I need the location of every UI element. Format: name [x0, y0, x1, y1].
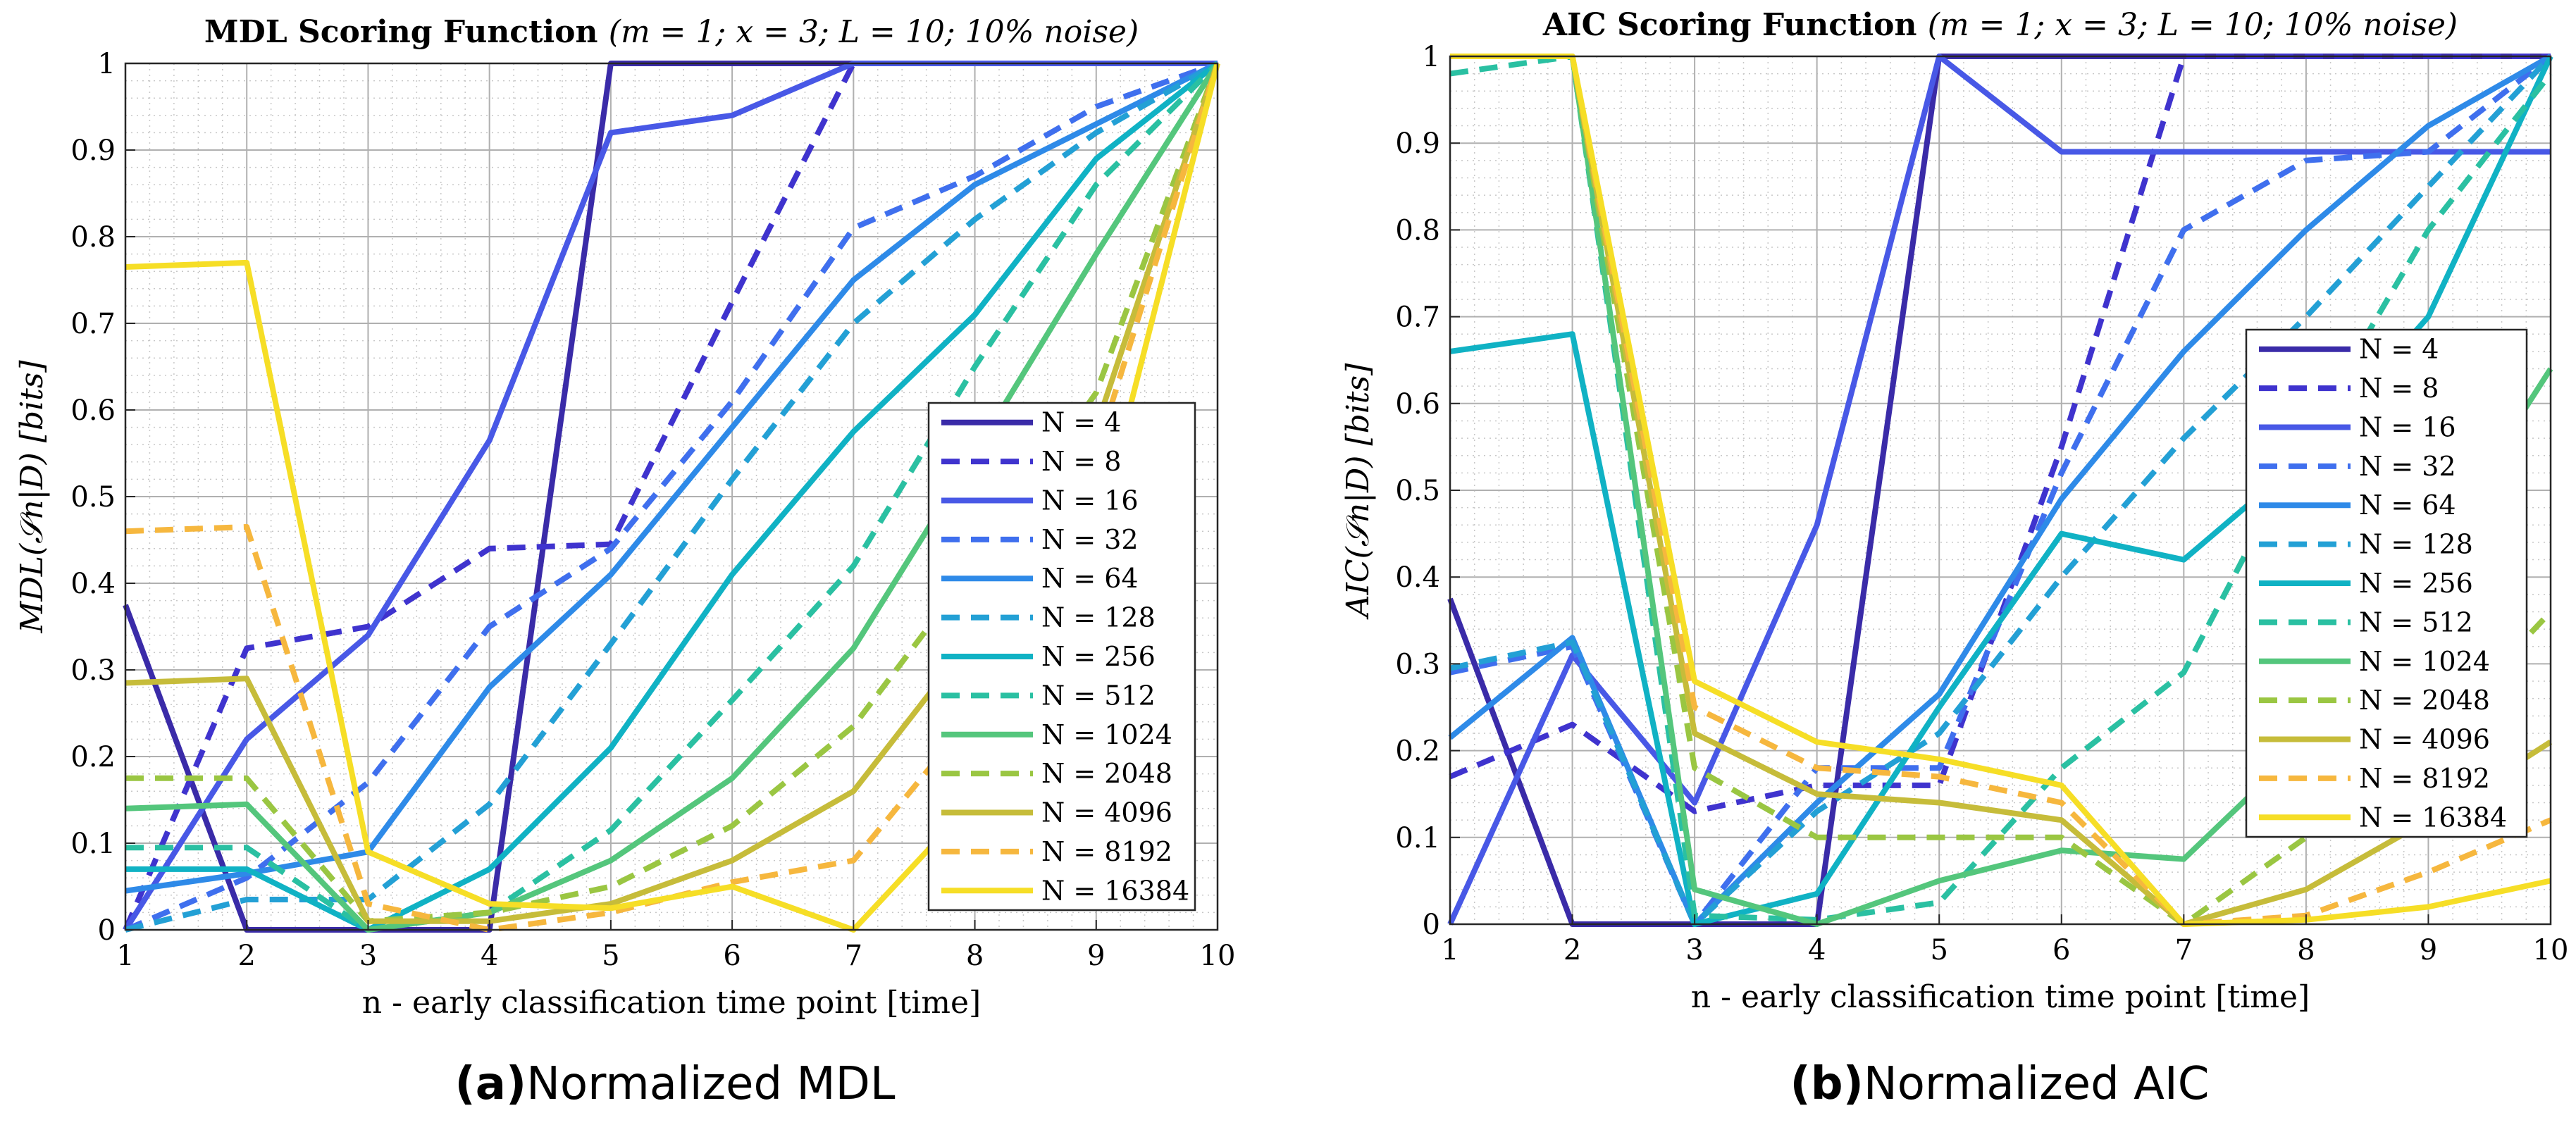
- x-tick-label: 7: [845, 940, 862, 972]
- x-tick-label: 4: [1808, 934, 1826, 966]
- legend-label: N = 16384: [1041, 875, 1189, 906]
- y-tick-label: 0.1: [1395, 822, 1440, 854]
- x-tick-label: 6: [723, 940, 741, 972]
- caption-label: (b): [1790, 1058, 1864, 1110]
- y-tick-label: 0.3: [70, 654, 116, 687]
- chart-title-bold: AIC Scoring Function: [1542, 7, 1928, 43]
- y-tick-label: 0.3: [1395, 648, 1440, 680]
- x-tick-label: 9: [1087, 940, 1105, 972]
- x-tick-label: 3: [1685, 934, 1703, 966]
- caption-label: (a): [454, 1058, 526, 1110]
- chart-2: 1 2 3 4 5 6 7 8 9 10 0 0.1 0.2 0.3 0.4 0.5 0.6 0.7 0.8 0.9 1…: [1340, 7, 2568, 1110]
- legend-label: N = 4: [1041, 407, 1121, 438]
- y-tick-label: 0.8: [1395, 214, 1440, 247]
- legend-label: N = 128: [2359, 529, 2473, 560]
- y-tick-label: 0.5: [70, 481, 116, 514]
- legend-label: N = 1024: [1041, 719, 1172, 750]
- legend: N = 4 N = 8 N = 16 N = 32 N = 64 N = 128 N = 2…: [927, 402, 1196, 912]
- legend-label: N = 4096: [2359, 724, 2490, 755]
- legend-label: N = 512: [1041, 680, 1156, 711]
- series-line-n16384: [1450, 54, 2551, 927]
- caption-text: Normalized AIC: [1864, 1058, 2210, 1110]
- x-axis-label: n - early classification time point [tim…: [362, 985, 981, 1021]
- legend-label: N = 16384: [2359, 802, 2507, 833]
- chart-title: AIC Scoring Function (m = 1; x = 3; L = …: [1542, 7, 2458, 43]
- y-tick-label: 0.6: [70, 394, 116, 427]
- legend-label: N = 256: [2359, 568, 2473, 599]
- legend-label: N = 2048: [2359, 685, 2490, 716]
- y-tick-label: 0.2: [70, 741, 116, 773]
- y-tick-label: 0.7: [1395, 301, 1440, 334]
- caption-text: Normalized MDL: [526, 1058, 896, 1110]
- y-tick-label: 0.4: [70, 568, 116, 600]
- legend-label: N = 512: [2359, 607, 2473, 637]
- series-line-n256: [125, 61, 1220, 933]
- y-tick-label: 0.2: [1395, 735, 1440, 768]
- legend-label: N = 16: [1041, 485, 1139, 516]
- legend-label: N = 8: [1041, 446, 1121, 477]
- y-tick-label: 0.6: [1395, 388, 1440, 421]
- legend-label: N = 32: [2359, 451, 2456, 482]
- series-line-n16: [1447, 54, 2551, 926]
- series-line-n4096: [1450, 54, 2553, 927]
- legend-label: N = 64: [1041, 563, 1139, 594]
- y-tick-label: 0.9: [1395, 127, 1440, 160]
- x-tick-label: 4: [481, 940, 498, 972]
- figure-caption: (b)Normalized AIC: [1790, 1058, 2210, 1110]
- x-tick-label: 1: [1441, 934, 1459, 966]
- figure-caption: (a)Normalized MDL: [454, 1058, 895, 1110]
- series-line-n1024: [125, 61, 1220, 933]
- chart-title-params: (m = 1; x = 3; L = 10; 10% noise): [609, 14, 1139, 50]
- y-tick-label: 0.9: [70, 135, 116, 167]
- y-tick-label: 1: [98, 48, 116, 80]
- legend-label: N = 64: [2359, 490, 2456, 521]
- y-tick-label: 0.1: [70, 828, 116, 860]
- series-line-n32: [124, 61, 1219, 933]
- x-tick-label: 9: [2420, 934, 2437, 966]
- x-axis-label: n - early classification time point [tim…: [1691, 979, 2310, 1015]
- legend-label: N = 16: [2359, 411, 2456, 442]
- legend-label: N = 128: [1041, 602, 1156, 633]
- x-tick-label: 8: [2297, 934, 2315, 966]
- x-tick-label: 2: [237, 940, 255, 972]
- chart-title-params: (m = 1; x = 3; L = 10; 10% noise): [1928, 7, 2458, 43]
- y-tick-label: 0.4: [1395, 561, 1440, 594]
- x-tick-label: 2: [1563, 934, 1581, 966]
- legend: N = 4 N = 8 N = 16 N = 32 N = 64 N = 128 N = 2…: [2245, 328, 2528, 838]
- legend-label: N = 2048: [1041, 758, 1172, 789]
- y-tick-label: 0.7: [70, 308, 116, 340]
- y-tick-label: 0: [98, 914, 116, 947]
- x-tick-label: 7: [2175, 934, 2193, 966]
- y-tick-label: 0: [1423, 909, 1440, 941]
- legend-label: N = 8192: [2359, 763, 2490, 794]
- legend-label: N = 4: [2359, 334, 2439, 365]
- x-tick-label: 5: [602, 940, 619, 972]
- series-line-n128: [1449, 54, 2553, 927]
- y-axis-label: AIC(𝒮n|D) [bits]: [1340, 363, 1376, 620]
- x-tick-label: 8: [966, 940, 984, 972]
- legend-label: N = 1024: [2359, 646, 2490, 677]
- legend-label: N = 8: [2359, 373, 2439, 404]
- y-tick-label: 0.5: [1395, 475, 1440, 507]
- y-axis-label: MDL(𝒮n|D) [bits]: [14, 360, 50, 634]
- x-tick-label: 3: [359, 940, 377, 972]
- y-tick-label: 1: [1423, 41, 1440, 73]
- x-tick-label: 1: [116, 940, 134, 972]
- x-tick-label: 6: [2052, 934, 2070, 966]
- legend-label: N = 256: [1041, 641, 1156, 672]
- series-line-n512: [125, 61, 1220, 933]
- y-tick-label: 0.8: [70, 221, 116, 254]
- x-tick-label: 10: [2533, 934, 2569, 966]
- legend-label: N = 32: [1041, 524, 1139, 555]
- series-line-n64: [125, 61, 1219, 894]
- chart-title-bold: MDL Scoring Function: [204, 14, 609, 50]
- x-tick-label: 10: [1200, 940, 1236, 972]
- chart-1: 1 2 3 4 5 6 7 8 9 10 0 0.1 0.2 0.3 0.4 0.5 0.6 0.7 0.8 0.9 1…: [14, 14, 1235, 1110]
- legend-label: N = 8192: [1041, 836, 1172, 867]
- series-line-n8: [123, 61, 1218, 931]
- chart-title: MDL Scoring Function (m = 1; x = 3; L = …: [204, 14, 1139, 50]
- legend-label: N = 4096: [1041, 797, 1172, 828]
- x-tick-label: 5: [1930, 934, 1948, 966]
